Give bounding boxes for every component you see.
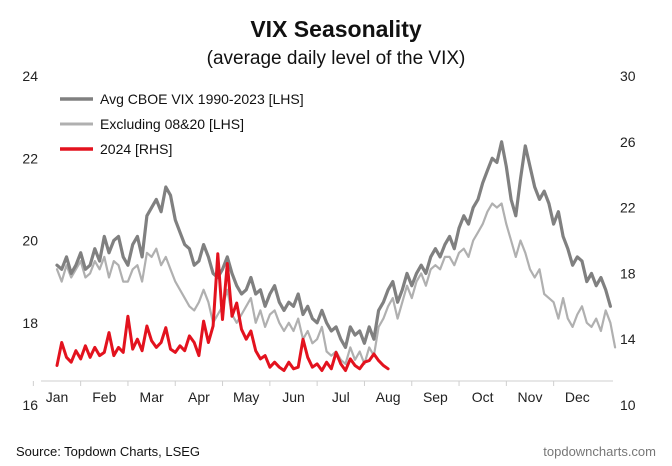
x-tick-label: Mar [140, 389, 164, 405]
x-tick-label: Dec [565, 389, 590, 405]
series-lines [55, 140, 617, 372]
y-right-tick-label: 18 [620, 265, 636, 281]
y-right-tick-label: 10 [620, 397, 636, 413]
x-tick-label: Jan [46, 389, 69, 405]
x-tick-label: Oct [472, 389, 494, 405]
legend: Avg CBOE VIX 1990-2023 [LHS] Excluding 0… [60, 91, 304, 157]
legend-label-2024: 2024 [RHS] [100, 141, 172, 157]
series-line-avg [55, 140, 613, 349]
x-tick-label: Nov [518, 389, 543, 405]
x-tick-label: Feb [92, 389, 116, 405]
credit-note: topdowncharts.com [543, 444, 656, 459]
y-left-tick-label: 24 [22, 68, 38, 84]
x-tick-label: May [233, 389, 259, 405]
y-right-tick-label: 30 [620, 68, 636, 84]
x-tick-label: Apr [188, 389, 210, 405]
x-tick-label: Jul [332, 389, 350, 405]
y-left-tick-label: 22 [22, 150, 38, 166]
x-tick-label: Jun [282, 389, 305, 405]
x-axis-ticks: Jan Feb Mar Apr May Jun Jul Aug Sep Oct Nov Dec [32, 381, 590, 405]
y-left-tick-label: 18 [22, 315, 38, 331]
legend-label-excl: Excluding 08&20 [LHS] [100, 116, 244, 132]
series-line-excl [55, 202, 617, 365]
right-axis-ticks: 10 14 18 22 26 30 [620, 68, 636, 413]
y-right-tick-label: 14 [620, 331, 636, 347]
left-axis-ticks: 16 18 20 22 24 [22, 68, 38, 413]
source-note: Source: Topdown Charts, LSEG [16, 444, 200, 459]
x-tick-label: Aug [376, 389, 401, 405]
legend-label-avg: Avg CBOE VIX 1990-2023 [LHS] [100, 91, 304, 107]
chart-title: VIX Seasonality [250, 16, 422, 42]
y-right-tick-label: 26 [620, 134, 636, 150]
y-left-tick-label: 20 [22, 233, 38, 249]
chart-subtitle: (average daily level of the VIX) [207, 48, 466, 69]
x-tick-label: Sep [423, 389, 448, 405]
y-right-tick-label: 22 [620, 200, 636, 216]
series-line-2024 [55, 252, 390, 372]
y-left-tick-label: 16 [22, 397, 38, 413]
